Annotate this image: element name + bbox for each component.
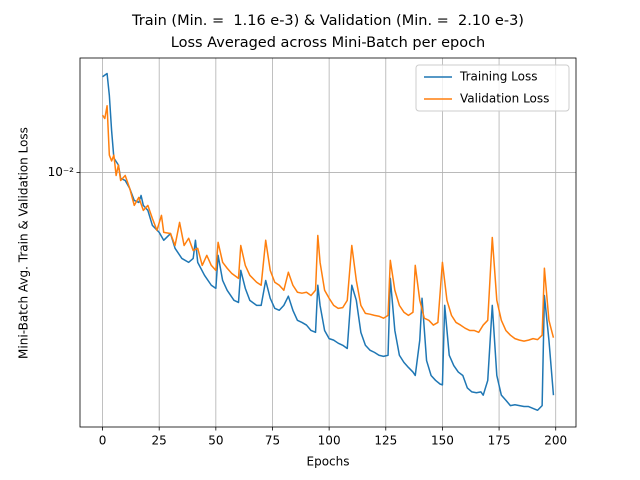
chart-title: Loss Averaged across Mini-Batch per epoc… xyxy=(171,35,485,51)
x-tick-label: 25 xyxy=(152,434,167,448)
x-tick-label: 75 xyxy=(265,434,280,448)
series-line xyxy=(101,104,555,342)
x-tick-label: 150 xyxy=(431,434,454,448)
legend-label: Training Loss xyxy=(459,70,537,84)
x-tick-label: 0 xyxy=(99,434,107,448)
x-tick-label: 50 xyxy=(208,434,223,448)
y-tick-label: 10⁻² xyxy=(48,165,75,179)
chart-title: Train (Min. = 1.16 e-3) & Validation (Mi… xyxy=(131,13,524,29)
x-tick-label: 175 xyxy=(488,434,511,448)
legend-label: Validation Loss xyxy=(460,92,549,106)
x-tick-label: 200 xyxy=(544,434,567,448)
x-tick-label: 125 xyxy=(374,434,397,448)
x-axis-label: Epochs xyxy=(307,455,350,469)
plot-frame xyxy=(79,57,577,428)
x-tick-label: 100 xyxy=(318,434,341,448)
series-line xyxy=(102,72,555,412)
legend-box xyxy=(415,64,570,112)
y-axis-label: Mini-Batch Avg. Train & Validation Loss xyxy=(17,127,31,359)
